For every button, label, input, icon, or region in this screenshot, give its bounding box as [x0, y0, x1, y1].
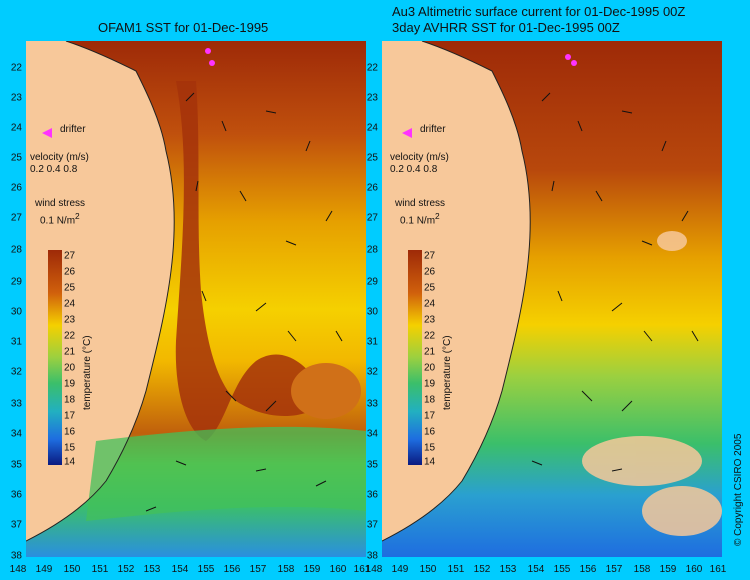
right-sst-map	[382, 41, 722, 557]
wind-value: 0.1 N/m2	[40, 211, 80, 227]
drifter-icon	[402, 128, 412, 138]
right-panel-title-line2: 3day AVHRR SST for 01-Dec-1995 00Z	[392, 20, 620, 35]
lat-axis-left: 22 23 24 25 26 27 28 29 30 31 32 33 34 3…	[10, 62, 22, 562]
left-sst-map	[26, 41, 366, 557]
left-panel-title: OFAM1 SST for 01-Dec-1995	[98, 20, 269, 35]
coastline	[382, 41, 531, 542]
colorbar-label: temperature (°C)	[442, 335, 453, 410]
right-panel-title-line1: Au3 Altimetric surface current for 01-De…	[392, 4, 686, 19]
lon-axis-right: 148 149 150 151 152 153 154 155 156 157 …	[365, 564, 727, 575]
velocity-values: 0.2 0.4 0.8	[390, 164, 438, 175]
lat-axis-right: 22 23 24 25 26 27 28 29 30 31 32 33 34 3…	[366, 62, 378, 562]
velocity-title: velocity (m/s)	[30, 152, 89, 163]
cloud-gaps	[582, 231, 722, 536]
wind-title: wind stress	[35, 198, 86, 209]
colorbar-label: temperature (°C)	[82, 335, 93, 410]
drifter-markers	[205, 48, 215, 66]
warm-eddy	[291, 363, 361, 419]
lon-axis-left: 148 149 150 151 152 153 154 155 156 157 …	[9, 564, 371, 575]
drifter-icon	[42, 128, 52, 138]
drifter-label: drifter	[420, 124, 446, 135]
left-map-panel	[26, 41, 366, 557]
velocity-arrows	[531, 92, 699, 472]
velocity-title: velocity (m/s)	[390, 152, 449, 163]
drifter-label: drifter	[60, 124, 86, 135]
right-colorbar	[408, 250, 422, 465]
wind-title: wind stress	[395, 198, 446, 209]
cool-band	[86, 426, 366, 521]
velocity-arrows	[145, 92, 343, 512]
right-map-panel	[382, 41, 722, 557]
drifter-markers	[565, 54, 577, 66]
left-colorbar	[48, 250, 62, 465]
copyright-notice: © Copyright CSIRO 2005	[733, 433, 744, 546]
coastline	[26, 41, 175, 542]
ocean-region	[382, 41, 722, 557]
velocity-values: 0.2 0.4 0.8	[30, 164, 78, 175]
wind-value: 0.1 N/m2	[400, 211, 440, 227]
